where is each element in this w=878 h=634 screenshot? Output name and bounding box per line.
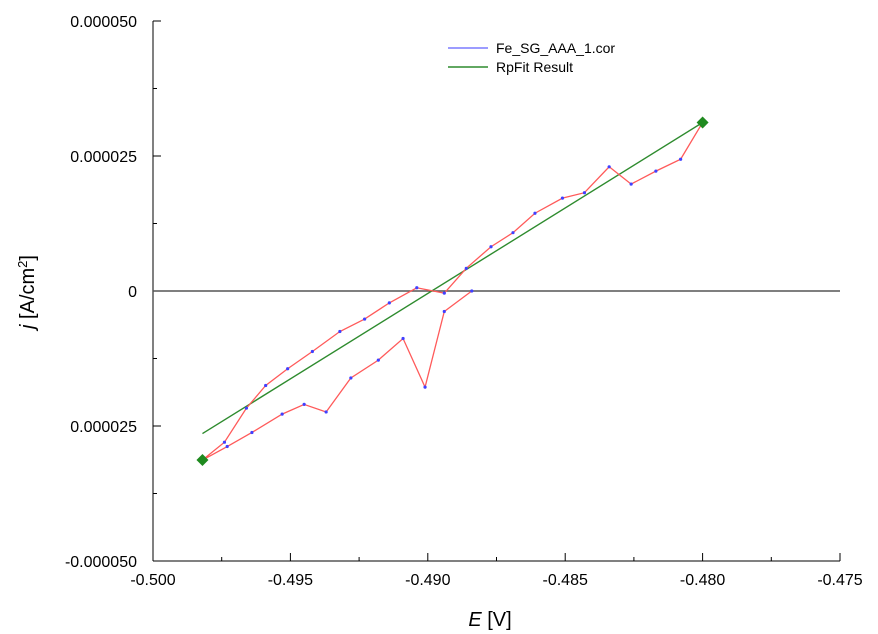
data-point [244,406,249,410]
data-point [362,317,367,321]
data-point [401,336,405,341]
data-point [349,376,353,380]
fit-endpoint-marker [696,116,709,129]
data-point [423,385,427,389]
y-tick-label: 0.000050 [70,14,137,31]
data-point [264,383,268,388]
data-point [376,358,380,362]
y-tick-label: 0.000025 [70,419,137,436]
data-point [280,412,284,416]
y-tick-label: 0 [128,284,137,301]
fit-endpoint-marker [196,454,209,467]
x-tick-label: -0.500 [130,572,175,589]
x-axis-title: E [V] [468,609,511,631]
x-tick-label: -0.490 [405,572,450,589]
data-point [310,349,314,354]
data-point [302,402,306,406]
x-tick-label: -0.480 [680,572,725,589]
data-point [442,309,446,314]
data-point [654,169,658,173]
y-tick-label: 0.000025 [70,149,137,166]
legend-label-fit: RpFit Result [496,59,573,75]
axis-ticks: -0.500 -0.495 -0.490 -0.485 -0.480 -0.475 -0.0… [65,14,863,589]
data-point [560,196,565,200]
data-point [489,245,493,249]
x-axis-unit: [V] [482,609,512,631]
data-point [679,157,683,161]
data-point [286,367,290,371]
data-point [582,191,587,195]
y-axis-title: j [A/cm2] [15,255,40,332]
x-tick-label: -0.485 [543,572,588,589]
data-point [470,289,474,293]
data-point [415,286,419,290]
fit-series-line [202,121,703,435]
y-tick-label: -0.000050 [65,554,137,571]
y-axis-unit-superscript: 2 [15,261,30,268]
y-axis-unit: [A/cm [17,268,39,325]
data-point [387,301,391,305]
fit-endpoints [196,116,709,467]
legend-label-data: Fe_SG_AAA_1.cor [496,40,615,56]
x-tick-label: -0.495 [268,572,313,589]
legend: Fe_SG_AAA_1.cor RpFit Result [448,40,615,75]
data-point [607,165,611,169]
data-point [338,329,342,334]
data-point [442,291,446,295]
data-point [250,430,254,435]
y-axis-unit-close: ] [17,255,39,261]
data-point [464,266,468,270]
data-point [324,410,328,414]
x-axis-symbol: E [468,609,482,631]
data-point [222,440,227,444]
data-point [629,182,633,186]
x-tick-label: -0.475 [817,572,862,589]
data-point [225,444,229,449]
data-point [511,231,515,235]
y-axis-symbol: j [17,324,39,332]
data-point [533,211,537,215]
